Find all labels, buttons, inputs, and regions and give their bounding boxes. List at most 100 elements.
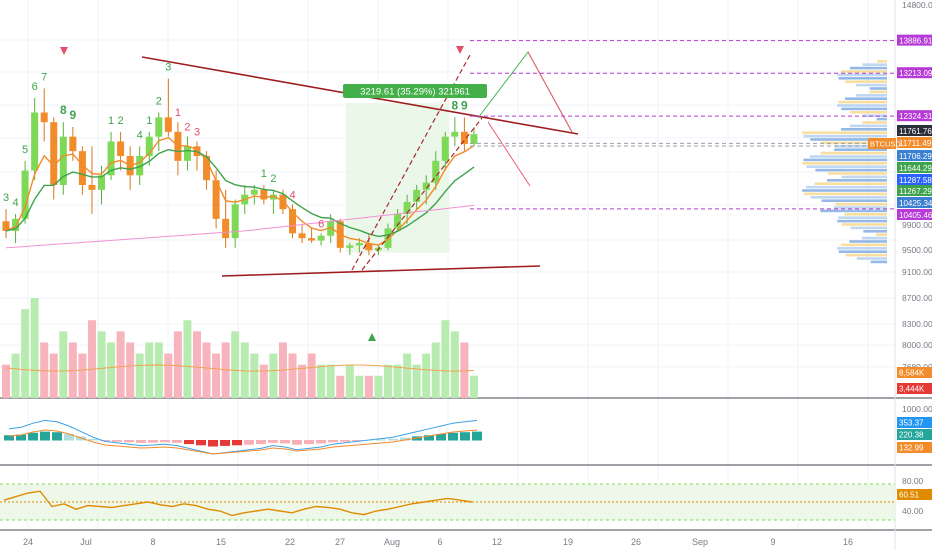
candle-body: [470, 134, 477, 144]
volume-bar: [422, 354, 430, 398]
td-count-label: 1: [175, 107, 181, 119]
macd-histogram-bar: [196, 440, 206, 445]
candle-body: [346, 245, 353, 247]
volume-profile-bar: [827, 179, 887, 182]
time-tick-label: 27: [335, 537, 345, 547]
volume-bar: [403, 354, 411, 398]
volume-bar: [394, 365, 402, 398]
price-label: 11267.29: [897, 185, 932, 196]
macd-histogram-bar: [148, 440, 158, 443]
volume-bar: [50, 354, 58, 398]
price-label: 10405.46: [897, 209, 932, 220]
volume-profile-bar: [857, 257, 887, 260]
price-label: 12324.31: [897, 110, 932, 121]
volume-bar: [460, 342, 468, 398]
td-count-label: 1: [261, 168, 267, 180]
macd-histogram-bar: [220, 440, 230, 446]
macd-histogram-bar: [376, 439, 386, 440]
td-count-label: 2: [156, 96, 162, 108]
volume-bar: [365, 376, 373, 398]
volume-profile-bar: [851, 227, 887, 230]
volume-profile-bar: [841, 70, 887, 73]
price-label: 13213.09: [897, 67, 932, 78]
macd-histogram-bar: [256, 440, 266, 444]
candle-body: [318, 236, 325, 241]
time-tick-label: 12: [492, 537, 502, 547]
volume-bar: [470, 376, 478, 398]
volume-bar: [31, 298, 39, 398]
price-label: 11706.29: [897, 150, 932, 161]
volume-bar: [126, 342, 134, 398]
price-label-text: 11644.29: [899, 164, 932, 173]
td-count-label: 8: [60, 103, 67, 117]
volume-bar: [451, 331, 459, 398]
macd-value-tag: 220.38: [897, 429, 932, 440]
td-count-label: 4: [12, 197, 18, 209]
volume-bar: [231, 331, 239, 398]
td-count-label: 1: [108, 115, 114, 127]
volume-profile-bar: [841, 176, 887, 179]
price-label: 10425.34: [897, 197, 932, 208]
candle-body: [31, 113, 38, 171]
volume-bar: [21, 309, 29, 398]
volume-bar: [183, 320, 191, 398]
candle-body: [232, 204, 239, 238]
price-label: 11761.76: [897, 125, 932, 136]
volume-bar: [78, 354, 86, 398]
volume-profile-bar: [806, 165, 887, 168]
macd-histogram-bar: [88, 439, 98, 441]
volume-profile-bar: [842, 223, 887, 226]
price-label-text: 11711.49: [899, 139, 932, 148]
volume-bar: [260, 365, 268, 398]
volume-bar: [250, 354, 258, 398]
volume-profile-bar: [804, 193, 887, 196]
projection-up: [478, 52, 572, 132]
volume-bar: [193, 331, 201, 398]
projection-down: [528, 52, 572, 132]
td-count-label: 3: [194, 127, 200, 139]
volume-bar: [308, 354, 316, 398]
volume-bar: [59, 331, 67, 398]
td-count-label: 2: [270, 173, 276, 185]
macd-value-tag-text: 220.38: [899, 431, 924, 440]
time-tick-label: 6: [437, 537, 442, 547]
macd-histogram-bar: [52, 432, 62, 440]
volume-profile-bar: [828, 172, 887, 175]
td-count-label: 2: [118, 115, 124, 127]
candle-body: [88, 185, 95, 190]
price-tick-label: 9100.00: [902, 267, 932, 277]
volume-profile-bar: [803, 159, 887, 162]
price-label: 11711.49: [897, 137, 932, 148]
volume-bar: [2, 365, 10, 398]
price-label: 11287.58: [897, 174, 932, 185]
candle-body: [50, 122, 57, 185]
volume-profile-bar: [835, 203, 887, 206]
macd-histogram-bar: [472, 432, 482, 441]
macd-histogram-bar: [268, 440, 278, 443]
candle-body: [385, 229, 392, 248]
volume-profile-bar: [815, 182, 887, 185]
volume-profile-bar: [837, 74, 887, 77]
price-label-text: 13213.09: [899, 69, 932, 78]
volume-bar: [317, 365, 325, 398]
macd-histogram-bar: [184, 440, 194, 444]
candle-body: [308, 238, 315, 240]
macd-histogram-bar: [340, 440, 350, 442]
time-tick-label: 15: [216, 537, 226, 547]
lower-trendline: [222, 266, 540, 276]
volume-profile-bar: [802, 162, 887, 165]
time-tick-label: Jul: [80, 537, 92, 547]
price-label-text: 13886.91: [899, 37, 932, 46]
macd-histogram-bar: [448, 433, 458, 441]
volume-profile-bar: [821, 152, 887, 155]
td-count-label: 6: [32, 81, 38, 93]
macd-value-tag-text: 353.37: [899, 419, 924, 428]
macd-histogram-bar: [244, 440, 254, 445]
rsi-tick-label: 40.00: [902, 506, 924, 516]
volume-profile-bar: [876, 233, 887, 236]
volume-profile-bar: [850, 67, 887, 70]
macd-value-tag-text: 132.99: [899, 444, 924, 453]
macd-histogram-bar: [304, 440, 314, 444]
buy-arrow-icon: [368, 333, 376, 341]
